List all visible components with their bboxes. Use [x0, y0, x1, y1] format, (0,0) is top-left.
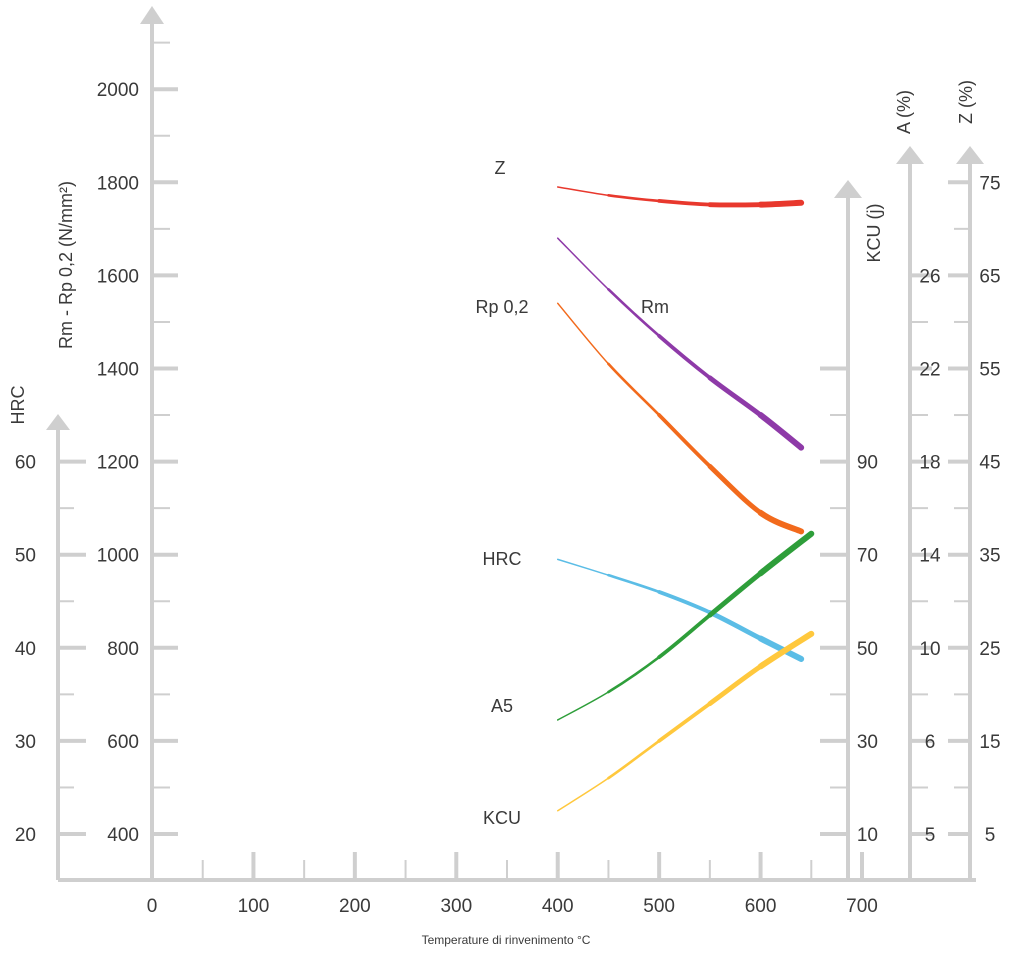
series-line-segment — [707, 663, 764, 707]
series-label: Z — [495, 158, 506, 178]
kcu-tick-label: 90 — [857, 453, 878, 474]
series-line-segment — [607, 739, 661, 780]
kcu-tick-label: 10 — [857, 825, 878, 846]
series-label: Rm — [641, 297, 669, 317]
series-label: KCU — [483, 808, 521, 828]
series-line-segment — [657, 613, 712, 659]
a-tick-label: 6 — [925, 732, 936, 753]
a-tick-label: 10 — [919, 639, 940, 660]
series-label: Rp 0,2 — [475, 297, 528, 317]
stress-axis-arrow — [140, 6, 164, 24]
series-line-segment — [556, 777, 610, 812]
series-line-segment — [757, 412, 805, 451]
x-tick-label: 600 — [745, 896, 777, 917]
series-line-segment — [657, 199, 712, 207]
kcu-axis-title: KCU (j) — [864, 204, 884, 263]
series-line-segment — [556, 186, 610, 197]
x-tick-label: 400 — [542, 896, 574, 917]
series-line-segment — [607, 573, 661, 594]
series-line-segment — [757, 199, 805, 208]
a-tick-label: 22 — [919, 360, 940, 381]
series-line-segment — [607, 288, 661, 338]
hrc-tick-label: 30 — [15, 732, 36, 753]
series-rp-0-2 — [556, 302, 805, 535]
series-line-segment — [607, 362, 661, 417]
stress-tick-label: 1800 — [97, 173, 139, 194]
series-line-segment — [657, 334, 712, 380]
stress-tick-label: 1400 — [97, 360, 139, 381]
x-tick-label: 200 — [339, 896, 371, 917]
hrc-tick-label: 20 — [15, 825, 36, 846]
x-tick-label: 0 — [147, 896, 158, 917]
stress-tick-label: 1600 — [97, 266, 139, 287]
z-axis-arrow — [956, 146, 984, 164]
series-line-segment — [556, 302, 610, 365]
kcu-axis-arrow — [834, 180, 862, 198]
x-tick-label: 100 — [238, 896, 270, 917]
z-tick-label: 45 — [979, 453, 1000, 474]
series-a5 — [556, 530, 815, 721]
stress-tick-label: 1200 — [97, 453, 139, 474]
z-tick-label: 5 — [985, 825, 996, 846]
a-tick-label: 18 — [919, 453, 940, 474]
x-tick-label: 300 — [440, 896, 472, 917]
stress-axis-title: Rm - Rp 0,2 (N/mm²) — [56, 181, 76, 349]
stress-tick-label: 600 — [107, 732, 139, 753]
series-line-segment — [707, 463, 764, 516]
z-tick-label: 25 — [979, 639, 1000, 660]
labels-layer: Z Rm Rp 0,2 HRC A5 KCU — [475, 158, 669, 828]
series-z — [556, 186, 805, 208]
series-line-segment — [607, 194, 661, 203]
kcu-tick-label: 50 — [857, 639, 878, 660]
x-tick-label: 500 — [643, 896, 675, 917]
series-line-segment — [556, 558, 610, 576]
hrc-axis-arrow — [46, 414, 70, 430]
z-tick-label: 15 — [979, 732, 1000, 753]
a-tick-label: 14 — [919, 546, 941, 567]
series-label: A5 — [491, 696, 513, 716]
series-label: HRC — [483, 549, 522, 569]
series-line-segment — [707, 609, 764, 641]
a-axis-arrow — [896, 146, 924, 164]
series-line-segment — [607, 655, 661, 694]
series-line-segment — [556, 237, 610, 291]
stress-tick-label: 1000 — [97, 546, 139, 567]
a-axis-title: A (%) — [894, 90, 914, 134]
stress-tick-label: 800 — [107, 639, 139, 660]
series-line-segment — [556, 691, 610, 721]
series-line-segment — [757, 530, 815, 577]
stress-tick-label: 400 — [107, 825, 139, 846]
series-line-segment — [707, 375, 764, 418]
hrc-axis-title: HRC — [8, 386, 28, 425]
a-tick-label: 5 — [925, 825, 936, 846]
stress-tick-label: 2000 — [97, 80, 139, 101]
z-axis-title: Z (%) — [956, 80, 976, 124]
a-tick-label: 26 — [919, 266, 940, 287]
series-line-segment — [657, 701, 712, 743]
x-axis-title: Temperature di rinvenimento °C — [422, 933, 591, 947]
z-tick-label: 35 — [979, 546, 1000, 567]
series-line-segment — [757, 509, 805, 535]
series-line-segment — [657, 590, 712, 615]
z-tick-label: 55 — [979, 360, 1000, 381]
series-rm — [556, 237, 805, 451]
hrc-tick-label: 50 — [15, 546, 36, 567]
series-hrc — [556, 558, 805, 662]
kcu-tick-label: 70 — [857, 546, 878, 567]
z-tick-label: 75 — [979, 173, 1000, 194]
kcu-tick-label: 30 — [857, 732, 878, 753]
x-tick-label: 700 — [846, 896, 878, 917]
series-line-segment — [757, 630, 815, 670]
series-line-segment — [707, 570, 764, 618]
hrc-tick-label: 60 — [15, 453, 36, 474]
series-line-segment — [657, 413, 712, 469]
hrc-tick-label: 40 — [15, 639, 36, 660]
z-tick-label: 65 — [979, 266, 1000, 287]
series-kcu — [556, 630, 815, 812]
series-layer — [556, 186, 815, 812]
